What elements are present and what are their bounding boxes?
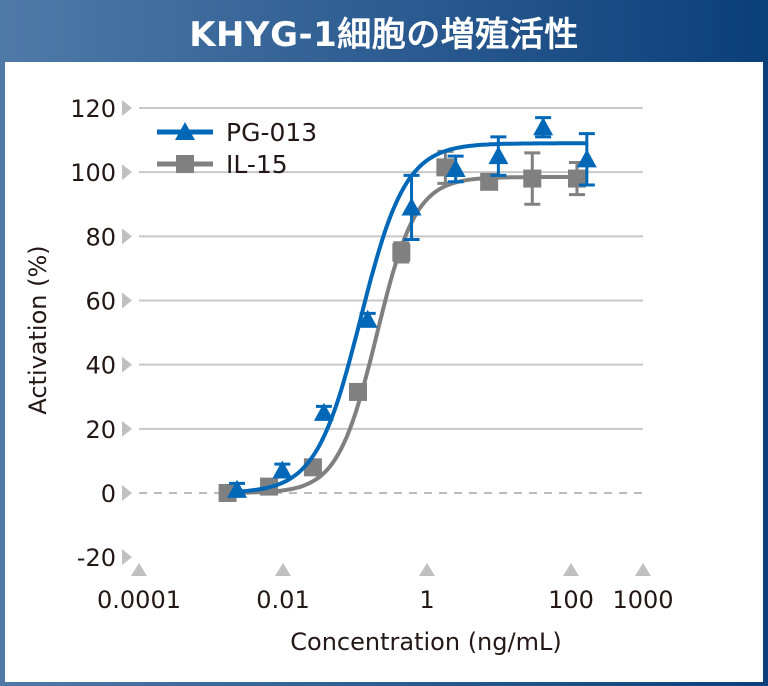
fit-curve-IL-15 [227,175,577,495]
x-tick-marker [275,563,291,576]
data-point-PG-013 [227,479,248,498]
data-point-IL-15 [392,243,411,262]
legend-marker [175,122,195,140]
y-tick-marker [122,549,132,566]
y-tick-marker [122,420,132,437]
data-point-PG-013 [313,402,334,421]
data-point-PG-013 [401,197,422,216]
y-tick-marker [122,228,132,245]
data-point-IL-15 [523,169,542,188]
header: KHYG-1細胞の増殖活性 [0,0,768,62]
y-tick-marker [122,485,132,501]
x-tick-label: 100 [548,586,594,614]
y-tick-label: 0 [101,480,116,508]
y-tick-marker [122,100,132,116]
x-tick-label: 1000 [612,586,673,614]
data-point-PG-013 [533,117,554,136]
data-point-PG-013 [272,460,293,479]
x-axis-label: Concentration (ng/mL) [290,628,561,656]
y-tick-label: 120 [70,95,116,123]
data-point-IL-15 [480,172,499,191]
chart-panel [5,62,763,682]
x-tick-marker [563,563,579,576]
data-point-PG-013 [445,158,466,177]
x-tick-label: 0.01 [256,586,309,614]
x-tick-label: 0.0001 [97,586,181,614]
y-tick-marker [122,164,132,181]
data-point-IL-15 [348,382,367,401]
data-point-PG-013 [357,309,378,328]
y-axis-label: Activation (%) [24,245,52,414]
data-point-IL-15 [567,169,586,188]
legend-marker [176,155,194,173]
chart-title: KHYG-1細胞の増殖活性 [189,14,579,55]
x-tick-label: 1 [419,586,434,614]
y-tick-label: 100 [70,159,116,187]
x-tick-marker [635,563,651,576]
y-tick-label: -20 [77,544,116,572]
y-tick-label: 80 [85,223,116,251]
y-tick-marker [122,356,132,373]
y-tick-label: 40 [85,352,116,380]
y-tick-label: 20 [85,416,116,444]
y-tick-label: 60 [85,288,116,316]
data-point-PG-013 [576,149,597,168]
legend-label: IL-15 [226,150,288,179]
legend-label: PG-013 [226,118,317,147]
y-tick-marker [122,292,132,309]
data-point-PG-013 [488,146,509,165]
x-tick-marker [419,563,435,576]
x-tick-marker [131,563,147,576]
